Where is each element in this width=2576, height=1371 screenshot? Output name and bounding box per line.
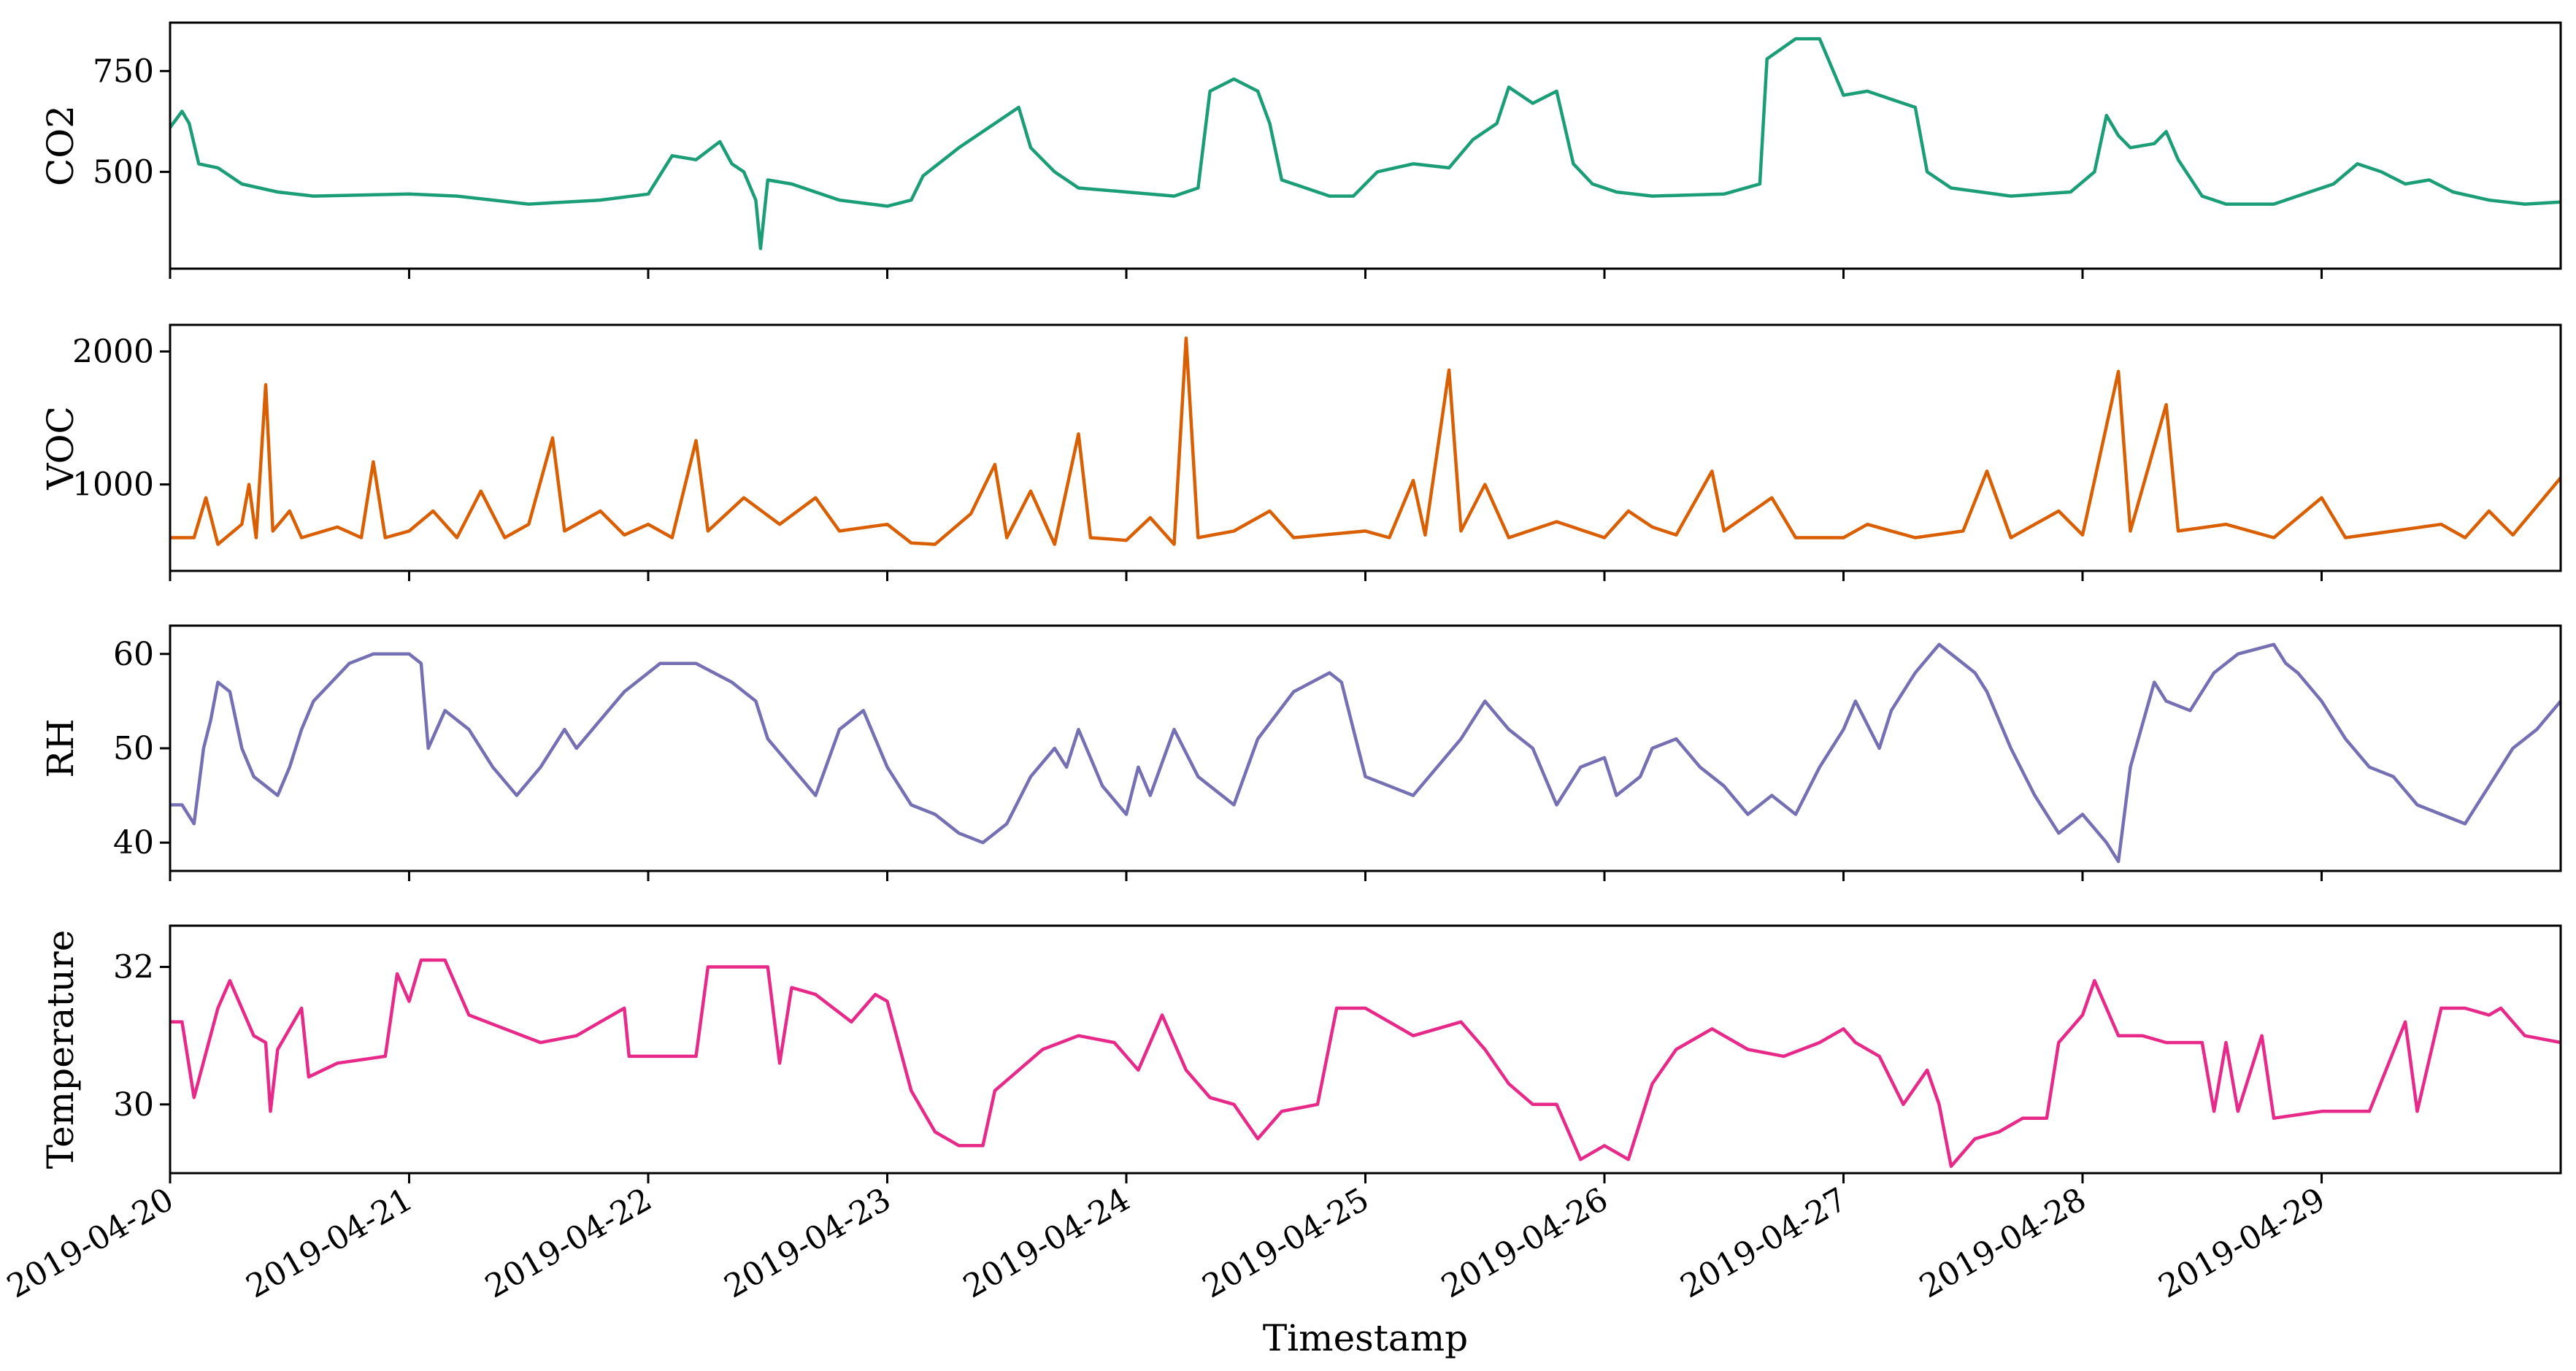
y-tick-label: 50 — [113, 730, 154, 767]
panel-voc: 1000 2000 VOC — [39, 323, 2562, 581]
x-tick-label: 2019-04-23 — [718, 1180, 897, 1305]
y-axis-label: CO2 — [39, 105, 82, 186]
y-tick-label: 750 — [93, 53, 154, 90]
y-tick-label: 500 — [93, 153, 154, 191]
y-axis-label: VOC — [39, 406, 82, 490]
panel-frame — [169, 21, 2562, 270]
x-tick-label: 2019-04-21 — [240, 1180, 419, 1305]
y-tick-label: 60 — [113, 636, 154, 673]
x-tick-label: 2019-04-29 — [2153, 1180, 2331, 1305]
x-tick-label: 2019-04-20 — [1, 1180, 180, 1305]
panel-frame — [169, 323, 2562, 572]
panel-frame — [169, 624, 2562, 872]
y-tick-label: 1000 — [72, 466, 154, 504]
x-tick-label: 2019-04-28 — [1913, 1180, 2092, 1305]
x-tick-label: 2019-04-25 — [1196, 1180, 1375, 1305]
y-axis-label: RH — [39, 718, 82, 777]
x-tick-label: 2019-04-27 — [1675, 1180, 1853, 1305]
y-tick-label: 30 — [113, 1086, 154, 1124]
y-axis-label: Temperature — [39, 930, 82, 1170]
panel-temperature: 30 32 Temperature — [39, 924, 2562, 1183]
y-tick-label: 2000 — [72, 333, 154, 370]
x-axis-label: Timestamp — [1263, 1317, 1468, 1359]
co2-series-line — [170, 37, 2561, 250]
x-tick-label: 2019-04-26 — [1435, 1180, 1614, 1305]
temperature-series-line — [170, 958, 2561, 1168]
panel-co2: 500 750 CO2 — [39, 21, 2562, 279]
panel-rh: 40 50 60 RH — [39, 624, 2562, 881]
voc-series-line — [170, 336, 2561, 546]
rh-series-line — [170, 642, 2561, 864]
y-tick-label: 40 — [113, 824, 154, 861]
x-tick-label: 2019-04-22 — [479, 1180, 658, 1305]
x-tick-label: 2019-04-24 — [957, 1180, 1136, 1305]
y-tick-label: 32 — [113, 949, 154, 986]
